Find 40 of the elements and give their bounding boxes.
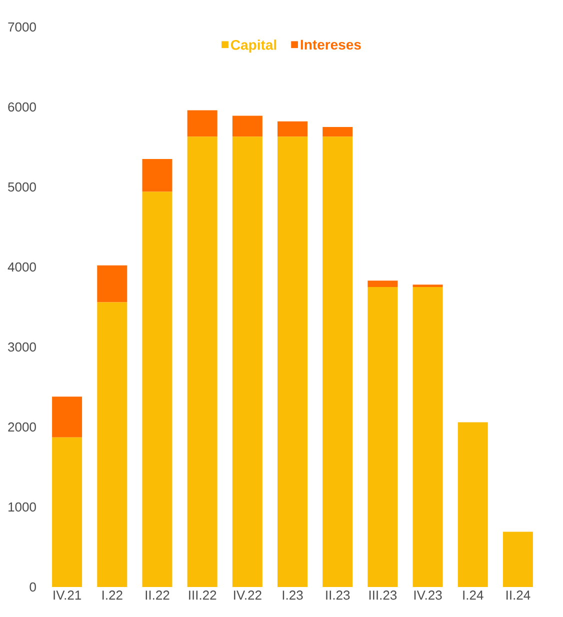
bar [52,396,82,438]
bar [278,121,308,137]
bar [502,532,533,587]
y-tick-label: 0 [30,582,36,592]
y-tick-label: 1000 [8,502,36,512]
x-tick-label: III.23 [369,590,397,600]
bar [458,422,488,587]
x-tick-label: I.24 [463,590,484,600]
x-tick-label: IV.21 [54,590,82,600]
legend-label: Intereses [300,40,361,50]
bar [232,136,262,587]
y-tick-label: 3000 [8,342,36,352]
x-tick-label: I.22 [102,590,122,600]
x-tick-label: II.23 [326,590,350,600]
bar [97,302,128,587]
bar [142,192,172,587]
x-tick-label: IV.23 [414,590,442,600]
x-tick-label: I.23 [282,590,303,600]
bar [142,159,172,192]
y-tick-label: 6000 [8,102,36,112]
bar [97,265,128,302]
bar [368,286,398,587]
bar [368,280,398,287]
y-tick-label: 4000 [8,262,36,272]
bar [322,136,353,587]
x-tick-label: III.22 [189,590,216,600]
bar [52,437,82,587]
bar [232,116,262,137]
bar [278,136,308,587]
bar [187,110,218,137]
legend-label: Capital [231,40,276,53]
bar [322,127,353,137]
y-tick-label: 5000 [8,182,36,192]
x-tick-label: IV.22 [234,590,262,600]
bar [187,136,218,587]
y-tick-label: 2000 [8,422,36,432]
y-tick-label: 7000 [8,22,36,32]
x-tick-label: II.24 [506,590,530,600]
bar [412,286,443,587]
x-tick-label: II.22 [146,590,170,600]
